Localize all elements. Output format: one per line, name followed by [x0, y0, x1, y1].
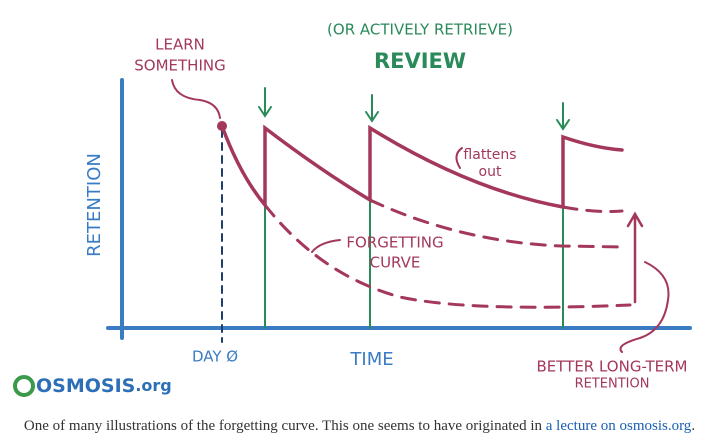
- x-axis-label: TIME: [349, 349, 393, 370]
- forgetting-curves: [263, 198, 632, 309]
- outcome-label: BETTER LONG-TERM: [536, 358, 687, 376]
- flatten-note: out: [479, 164, 502, 180]
- y-axis-label: RETENTION: [84, 153, 105, 257]
- logo-name: OSMOSIS: [36, 375, 135, 397]
- illustration: (OR ACTIVELY RETRIEVE) REVIEW LEARN SOME…: [13, 21, 692, 397]
- review-lines: [258, 87, 570, 329]
- caption: One of many illustrations of the forgett…: [0, 418, 719, 435]
- origin-label: DAY Ø: [192, 348, 238, 366]
- learn-label: SOMETHING: [134, 57, 225, 75]
- outcome-label: RETENTION: [575, 377, 650, 392]
- logo: OSMOSIS.org: [36, 375, 172, 397]
- forgetting-label: FORGETTING: [346, 234, 443, 252]
- logo-suffix: .org: [135, 376, 171, 395]
- review-note: (OR ACTIVELY RETRIEVE): [327, 21, 513, 39]
- learn-pointer: [171, 79, 221, 119]
- review-title: REVIEW: [374, 49, 466, 73]
- caption-text: One of many illustrations of the forgett…: [23, 418, 543, 434]
- retention-curve: [220, 124, 624, 210]
- forgetting-label: CURVE: [370, 254, 421, 272]
- caption-link[interactable]: a lecture on osmosis.org: [545, 418, 692, 434]
- learn-dot: [217, 121, 227, 131]
- forgetting-pointer: [311, 239, 341, 253]
- logo-mark: [13, 375, 35, 397]
- flatten-pointer: [455, 147, 463, 169]
- improvement-arrow: [626, 211, 644, 304]
- bracket: [619, 261, 670, 353]
- learn-label: LEARN: [155, 36, 205, 54]
- flatten-note: flattens: [463, 147, 516, 163]
- caption-end: .: [691, 418, 696, 434]
- drawing: [106, 78, 692, 353]
